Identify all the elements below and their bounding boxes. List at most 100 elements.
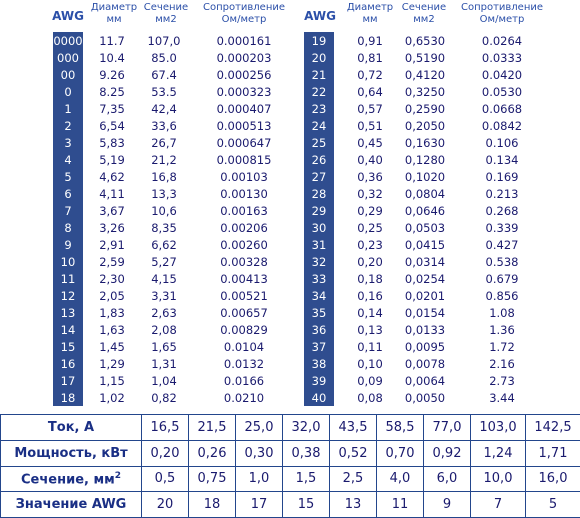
- awg-row: 00 9.26 67.4 0.000256: [0, 67, 580, 83]
- section-cell: 0,0503: [404, 221, 446, 235]
- section-cell: 107,0: [147, 34, 181, 48]
- resistance-cell: 0.679: [485, 272, 519, 286]
- awg-gauge-cell: 40: [311, 391, 327, 405]
- awg-gauge-cell: 24: [311, 119, 327, 133]
- diameter-cell: 0,18: [357, 272, 383, 286]
- resistance-cell: 0.00260: [220, 238, 268, 252]
- resistance-header-right: Сопротивление Ом/метр: [456, 0, 548, 34]
- awg-gauge-cell: 2: [64, 119, 72, 133]
- awg-gauge-cell: 4: [64, 153, 72, 167]
- awg-row: 1 7,35 42,4 0.000407: [0, 101, 580, 117]
- diameter-cell: 0,23: [357, 238, 383, 252]
- awg-gauge-cell: 20: [311, 51, 327, 65]
- awg-row: 16 1,29 1,31 0.0132: [0, 356, 580, 372]
- awg-gauge-cell: 22: [311, 85, 327, 99]
- power-label: Мощность, кВт: [0, 439, 142, 467]
- power-value-cell: 1,71: [525, 439, 580, 467]
- awg-row: 8 3,26 8,35 0.00206: [0, 220, 580, 236]
- section-label-sup: 2: [114, 470, 121, 481]
- section-cell: 53.5: [151, 85, 177, 99]
- section-value-cell: 16,0: [525, 465, 580, 493]
- section-value-cell: 0,75: [188, 465, 236, 493]
- section-cell: 0,0804: [404, 187, 446, 201]
- section-cell: 0,1020: [404, 170, 446, 184]
- section-cell: 85.0: [151, 51, 177, 65]
- diameter-cell: 0,91: [357, 34, 383, 48]
- awg-gauge-cell: 10: [60, 255, 76, 269]
- awg-gauge-cell: 34: [311, 289, 327, 303]
- diameter-cell: 8.25: [99, 85, 125, 99]
- section-label: Сечение, мм2: [0, 465, 142, 493]
- awg-gauge-cell: 38: [311, 357, 327, 371]
- diameter-header-text: Диаметр мм: [90, 2, 138, 25]
- section-cell: 1,04: [151, 374, 177, 388]
- diameter-cell: 0,11: [357, 340, 383, 354]
- diameter-header-right: Диаметр мм: [344, 0, 396, 34]
- section-cell: 0,5190: [404, 51, 446, 65]
- awg-row: 37 0,11 0,0095 1.72: [0, 339, 580, 355]
- section-cell: 2,08: [151, 323, 177, 337]
- section-cell: 0,2050: [404, 119, 446, 133]
- awg-gauge-cell: 000: [57, 51, 79, 65]
- awg-row: 31 0,23 0,0415 0.427: [0, 237, 580, 253]
- awg-row: 17 1,15 1,04 0.0166: [0, 373, 580, 389]
- section-cell: 5,27: [151, 255, 177, 269]
- diameter-cell: 7,35: [99, 102, 125, 116]
- resistance-cell: 1.72: [489, 340, 515, 354]
- resistance-cell: 0.213: [485, 187, 519, 201]
- awg-gauge-cell: 13: [60, 306, 76, 320]
- current-power-table: Ток, А 16,5 21,5 25,0 32,0 43,5 58,5 77,0 103,0…: [0, 414, 580, 518]
- resistance-cell: 0.000323: [216, 85, 272, 99]
- section-value-cell: 0,5: [141, 465, 189, 493]
- awg-gauge-cell: 00: [60, 68, 76, 82]
- section-cell: 0,0201: [404, 289, 446, 303]
- awg-row: 25 0,45 0,1630 0.106: [0, 135, 580, 151]
- awg-row: 15 1,45 1,65 0.0104: [0, 339, 580, 355]
- resistance-cell: 0.268: [485, 204, 519, 218]
- power-value-cell: 0,30: [235, 439, 283, 467]
- diameter-cell: 0,08: [357, 391, 383, 405]
- section-cell: 67.4: [151, 68, 177, 82]
- diameter-cell: 5,83: [99, 136, 125, 150]
- awg-row: 33 0,18 0,0254 0.679: [0, 271, 580, 287]
- resistance-cell: 0.339: [485, 221, 519, 235]
- section-cell: 0,4120: [404, 68, 446, 82]
- diameter-cell: 2,59: [99, 255, 125, 269]
- diameter-cell: 0,51: [357, 119, 383, 133]
- resistance-cell: 0.00521: [220, 289, 268, 303]
- awg-gauge-cell: 39: [311, 374, 327, 388]
- section-value-cell: 1,5: [282, 465, 330, 493]
- section-cell: 0,0254: [404, 272, 446, 286]
- current-value-cell: 43,5: [329, 414, 377, 441]
- awg-value-cell: 7: [470, 491, 526, 518]
- diameter-cell: 0,13: [357, 323, 383, 337]
- section-value-cell: 10,0: [470, 465, 526, 493]
- resistance-cell: 0.00413: [220, 272, 268, 286]
- awg-row: 10 2,59 5,27 0.00328: [0, 254, 580, 270]
- power-value-cell: 0,92: [423, 439, 471, 467]
- section-value-cell: 6,0: [423, 465, 471, 493]
- resistance-cell: 0.00206: [220, 221, 268, 235]
- awg-row: 39 0,09 0,0064 2.73: [0, 373, 580, 389]
- section-header-right: Сечение мм2: [398, 0, 450, 34]
- awg-gauge-cell: 23: [311, 102, 327, 116]
- section-cell: 0,82: [151, 391, 177, 405]
- awg-row: 0 8.25 53.5 0.000323: [0, 84, 580, 100]
- awg-gauge-cell: 17: [60, 374, 76, 388]
- diameter-cell: 9.26: [99, 68, 125, 82]
- section-cell: 0,2590: [404, 102, 446, 116]
- diameter-cell: 1,02: [99, 391, 125, 405]
- section-cell: 8,35: [151, 221, 177, 235]
- diameter-cell: 0,25: [357, 221, 383, 235]
- resistance-cell: 2.73: [489, 374, 515, 388]
- diameter-cell: 1,83: [99, 306, 125, 320]
- awg-gauge-cell: 28: [311, 187, 327, 201]
- awg-gauge-cell: 35: [311, 306, 327, 320]
- awg-row: 19 0,91 0,6530 0.0264: [0, 33, 580, 49]
- awg-gauge-cell: 31: [311, 238, 327, 252]
- awg-header-right: AWG: [304, 9, 336, 23]
- awg-gauge-cell: 6: [64, 187, 72, 201]
- diameter-cell: 0,81: [357, 51, 383, 65]
- resistance-cell: 0.0842: [481, 119, 523, 133]
- awg-row: 34 0,16 0,0201 0.856: [0, 288, 580, 304]
